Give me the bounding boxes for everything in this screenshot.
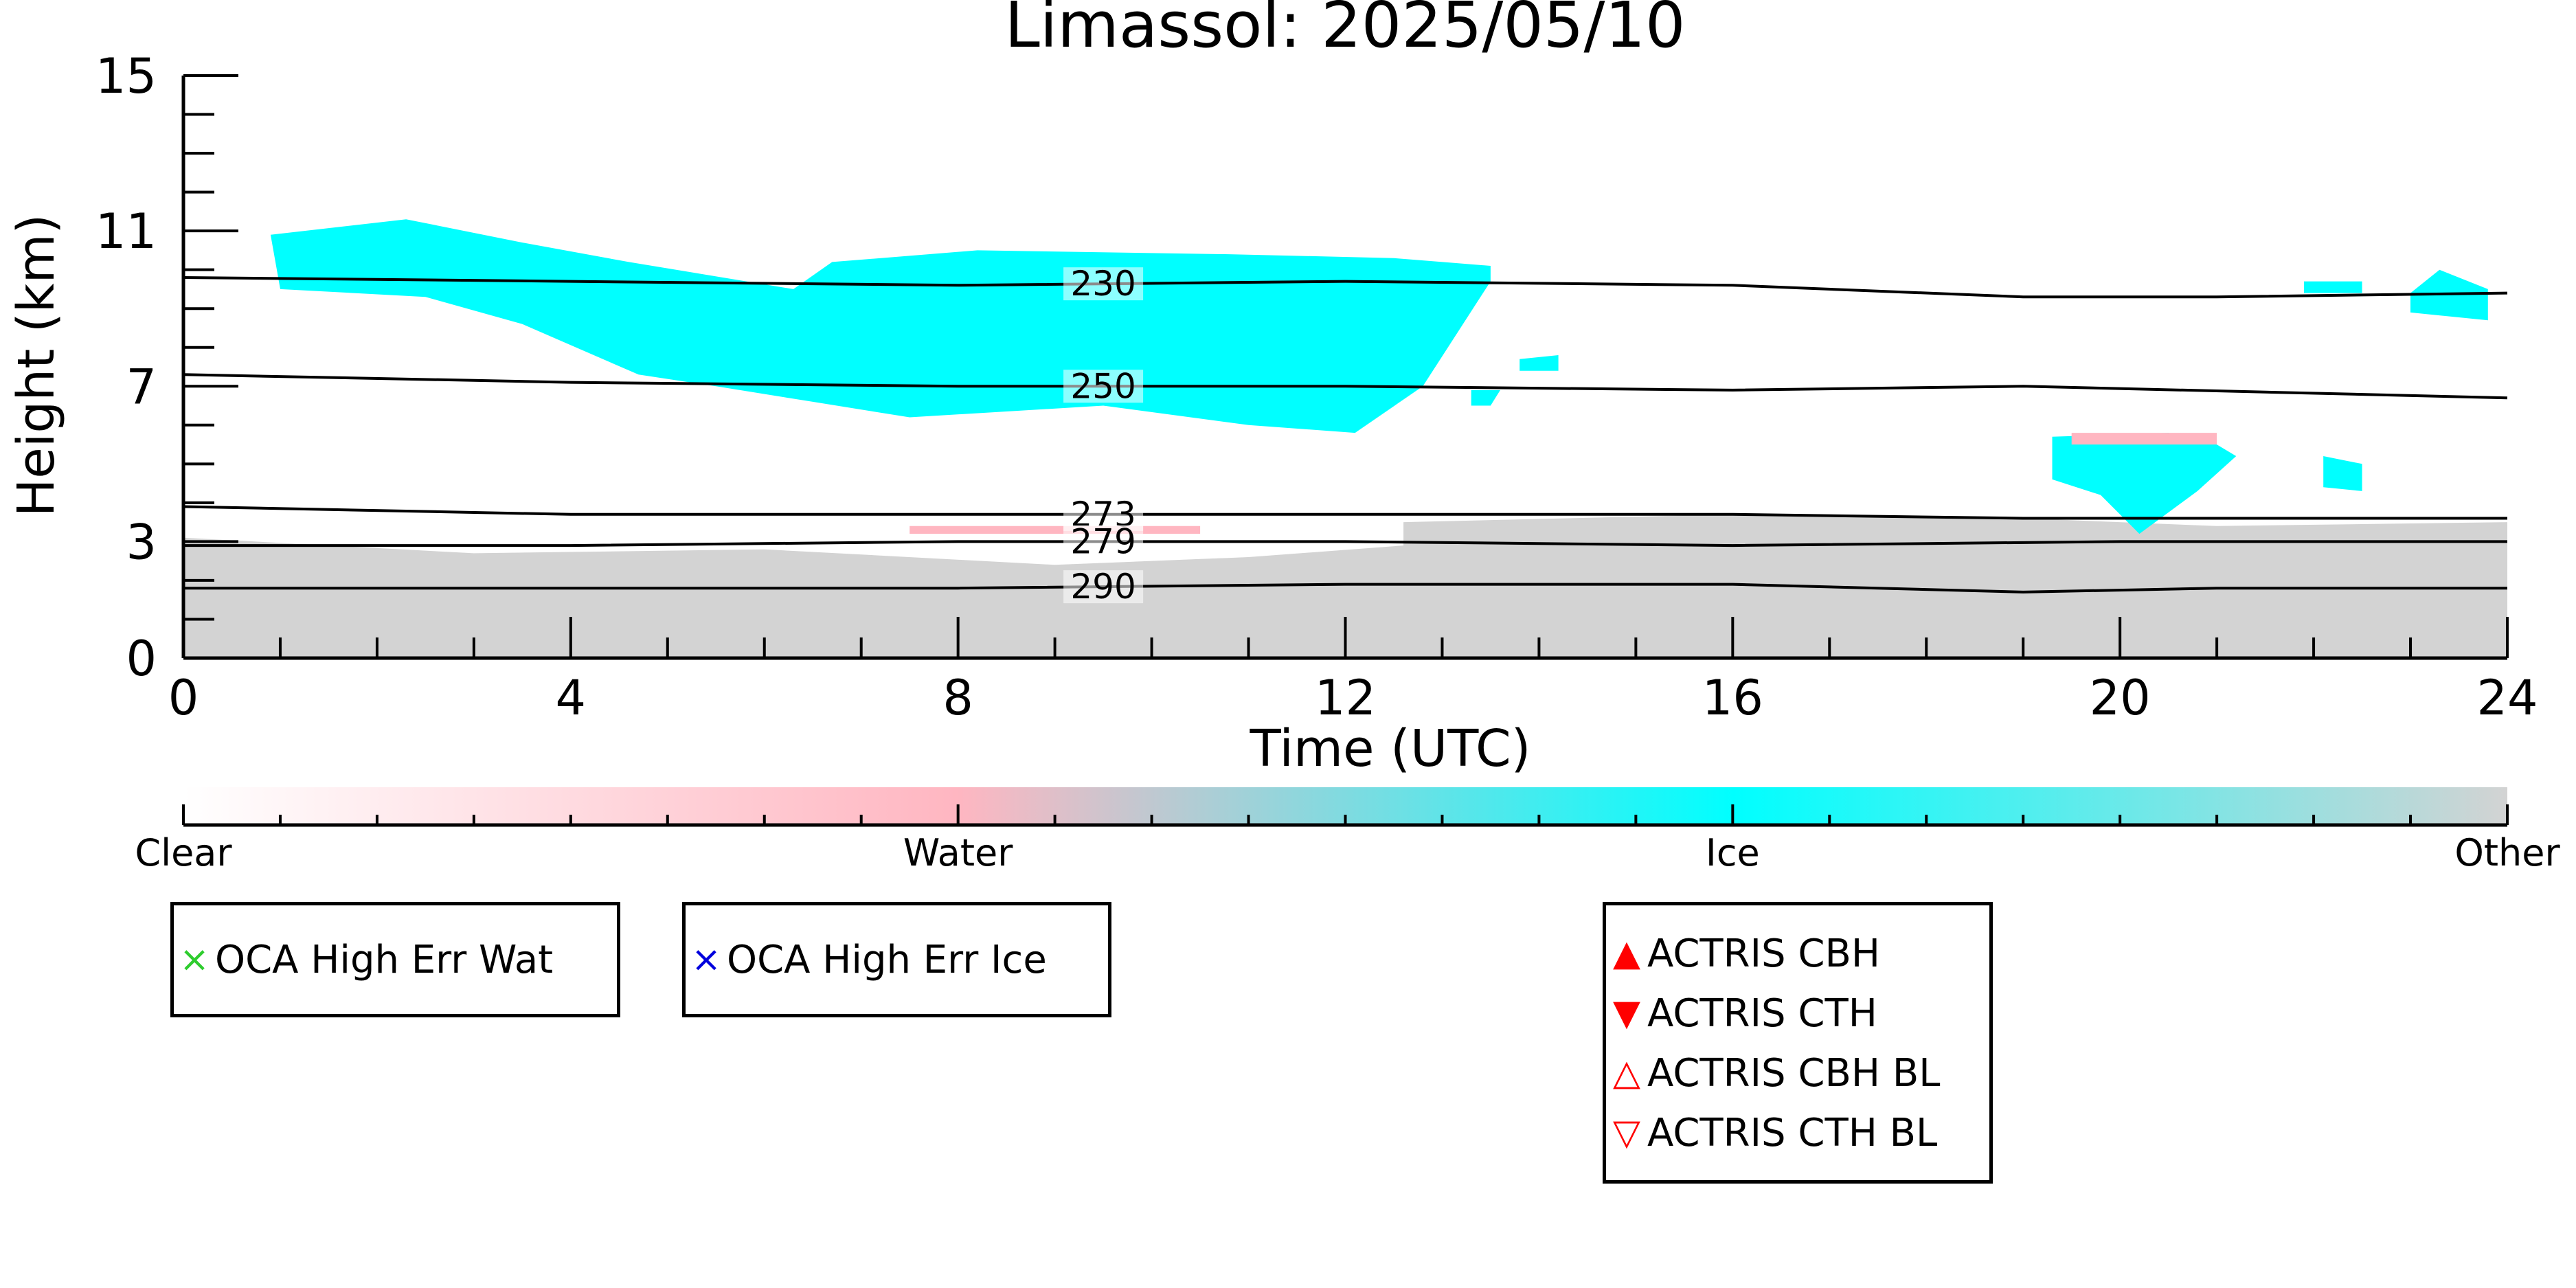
region-water-8: [2071, 433, 2217, 445]
legend-marker-icon: ▼: [1613, 993, 1640, 1034]
legend-marker-icon: ×: [179, 939, 210, 980]
legend-entry: ▼ ACTRIS CTH: [1606, 986, 1877, 1041]
contour-label-230: 230: [1070, 264, 1136, 304]
colorbar-label-water: Water: [903, 831, 1013, 874]
y-axis-ticks: 0 3 7 11 15: [95, 48, 238, 687]
x-axis-ticks: 0 4 8 12 16 20 24: [168, 617, 2538, 726]
legend-label: ACTRIS CBH: [1647, 931, 1881, 976]
legend-entry: ▽ ACTRIS CTH BL: [1606, 1105, 1937, 1160]
y-tick-label: 3: [126, 514, 157, 570]
legend-entry: ▲ ACTRIS CBH: [1606, 926, 1880, 981]
legend-entry: △ ACTRIS CBH BL: [1606, 1046, 1940, 1100]
region-water-9: [909, 526, 1201, 534]
legend-entry: × OCA High Err Ice: [686, 932, 1047, 987]
contour-line-273: [183, 505, 2507, 520]
colorbar-label-clear: Clear: [135, 831, 232, 874]
contour-line-279: [183, 540, 2507, 547]
x-tick-label: 4: [556, 670, 587, 726]
legend-box-3: ▲ ACTRIS CBH ▼ ACTRIS CTH △ ACTRIS CBH BL ▽ ACT…: [1603, 902, 1993, 1184]
legend-label: OCA High Err Wat: [215, 937, 554, 982]
contour-label-bg-279: [1063, 525, 1144, 558]
x-axis-label: Time (UTC): [1249, 719, 1530, 778]
legend-marker-icon: ▽: [1613, 1112, 1640, 1153]
legend-marker-icon: △: [1613, 1052, 1640, 1094]
legend-entry: × OCA High Err Wat: [174, 932, 553, 987]
region-ice-5: [1519, 355, 1559, 371]
x-tick-label: 16: [1702, 670, 1763, 726]
legend-marker-icon: ×: [691, 939, 721, 980]
contour-label-bg-230: [1063, 267, 1144, 301]
legend-label: ACTRIS CTH: [1647, 991, 1877, 1036]
y-tick-label: 11: [95, 203, 157, 260]
region-ice-3: [2323, 456, 2362, 491]
chart-title: Limassol: 2025/05/10: [1004, 0, 1685, 62]
legend-label: ACTRIS CTH BL: [1647, 1110, 1938, 1155]
contour-line-250: [183, 373, 2508, 400]
colorbar-label-other: Other: [2454, 831, 2560, 874]
x-tick-label: 12: [1315, 670, 1376, 726]
contour-label-bg-250: [1063, 370, 1144, 403]
x-tick-label: 20: [2090, 670, 2151, 726]
legend-box-2: × OCA High Err Ice: [682, 902, 1111, 1017]
contour-label-250: 250: [1070, 366, 1136, 406]
x-tick-label: 0: [168, 670, 199, 726]
y-axis-label: Height (km): [7, 214, 66, 517]
region-ice-2: [2052, 433, 2237, 534]
legend-label: ACTRIS CBH BL: [1647, 1050, 1941, 1096]
legend-box-1: × OCA High Err Wat: [170, 902, 620, 1017]
colorbar-label-ice: Ice: [1706, 831, 1760, 874]
y-tick-label: 0: [126, 631, 157, 687]
contour-line-290: [183, 583, 2507, 594]
region-ice-1: [270, 219, 1491, 433]
legend-label: OCA High Err Ice: [727, 937, 1047, 982]
region-ice-6: [1471, 389, 1500, 406]
classification-regions: [183, 219, 2507, 658]
contour-label-bg-290: [1063, 570, 1144, 604]
y-tick-label: 7: [126, 359, 157, 415]
region-other-0: [183, 514, 2507, 658]
contour-line-230: [183, 276, 2508, 299]
legend-marker-icon: ▲: [1613, 933, 1640, 974]
y-tick-label: 15: [95, 48, 157, 104]
colorbar: Clear Water Ice Other: [135, 787, 2560, 874]
x-tick-label: 24: [2476, 670, 2538, 726]
contour-label-279: 279: [1070, 521, 1136, 561]
region-ice-7: [2304, 281, 2362, 293]
contour-label-290: 290: [1070, 567, 1136, 607]
x-tick-label: 8: [942, 670, 973, 726]
